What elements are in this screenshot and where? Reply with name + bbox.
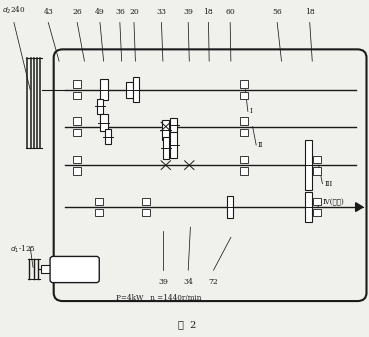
Bar	[73, 156, 81, 163]
Bar	[239, 167, 248, 175]
Bar	[170, 131, 177, 158]
Bar	[73, 167, 81, 175]
Bar	[162, 120, 169, 140]
FancyBboxPatch shape	[50, 256, 99, 283]
Bar	[313, 209, 321, 216]
Text: 18: 18	[305, 8, 315, 16]
Text: 33: 33	[156, 8, 166, 16]
Text: 36: 36	[115, 8, 125, 16]
Bar	[162, 137, 169, 159]
Text: 39: 39	[158, 278, 168, 285]
Bar	[133, 77, 139, 102]
Bar	[100, 79, 108, 100]
Bar	[142, 209, 150, 216]
Text: 60: 60	[225, 8, 235, 16]
Text: I: I	[250, 108, 252, 116]
Text: 26: 26	[72, 8, 82, 16]
Bar	[105, 129, 111, 144]
Bar	[305, 192, 312, 222]
Bar	[100, 114, 108, 131]
Bar	[313, 167, 321, 175]
Bar	[95, 209, 103, 216]
Bar	[227, 196, 234, 218]
Bar	[239, 80, 248, 88]
Bar	[239, 92, 248, 99]
Text: $d_2$240: $d_2$240	[2, 5, 25, 16]
Bar	[305, 140, 312, 190]
Text: 图  2: 图 2	[178, 320, 197, 329]
Text: 20: 20	[129, 8, 139, 16]
Bar	[239, 128, 248, 136]
Bar	[126, 82, 133, 98]
Bar	[73, 128, 81, 136]
Bar	[170, 118, 177, 131]
Bar	[41, 265, 52, 273]
Text: P=4kW   n =1440r/min: P=4kW n =1440r/min	[116, 294, 201, 302]
Text: 43: 43	[43, 8, 53, 16]
Bar	[313, 156, 321, 163]
Text: II: II	[258, 141, 263, 149]
Bar	[73, 92, 81, 99]
Bar	[73, 80, 81, 88]
Text: 18: 18	[204, 8, 213, 16]
Bar	[142, 198, 150, 205]
Bar	[97, 99, 103, 114]
Text: III: III	[324, 180, 332, 188]
Text: 34: 34	[183, 278, 193, 285]
Text: 49: 49	[95, 8, 105, 16]
Bar	[239, 117, 248, 125]
Bar	[73, 117, 81, 125]
Text: $d_1$-125: $d_1$-125	[10, 243, 36, 255]
Text: IV(主轴): IV(主轴)	[323, 198, 345, 206]
Bar	[239, 156, 248, 163]
Bar	[95, 198, 103, 205]
Text: 56: 56	[272, 8, 282, 16]
Text: 39: 39	[183, 8, 193, 16]
Bar	[313, 198, 321, 205]
Polygon shape	[356, 203, 363, 211]
Text: 72: 72	[208, 278, 218, 285]
